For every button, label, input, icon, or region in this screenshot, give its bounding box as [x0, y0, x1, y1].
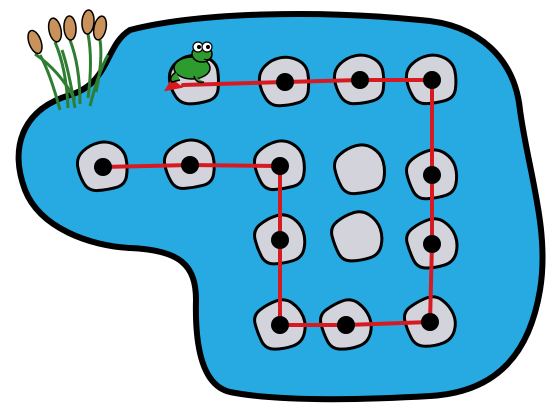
stone-dots — [94, 71, 441, 334]
stone-dot — [271, 316, 289, 334]
cattail-stem — [53, 41, 70, 109]
path-segment — [283, 78, 362, 84]
path-segment — [101, 163, 192, 169]
cattail-stem — [68, 39, 82, 105]
cattail-head — [81, 9, 95, 35]
cattail-leaf — [38, 54, 62, 111]
path-segment — [428, 242, 434, 324]
cattail-stem — [86, 33, 92, 99]
stone-dot — [276, 73, 294, 91]
path-segment — [181, 80, 287, 87]
stone-dot — [181, 156, 199, 174]
stone-dot — [351, 71, 369, 89]
stone-dot — [271, 231, 289, 249]
cattail-head — [63, 15, 77, 41]
stone-dot — [337, 316, 355, 334]
frog-icon — [169, 41, 213, 84]
path-arrowhead — [163, 78, 184, 92]
stone-2-4 — [332, 143, 387, 196]
stone-dot — [423, 235, 441, 253]
path-segment — [188, 163, 282, 168]
cattail-leaf — [60, 49, 77, 109]
stone-dot — [271, 157, 289, 175]
frog-path — [101, 78, 434, 327]
cattail-stem — [94, 39, 103, 93]
cattail-head — [47, 17, 63, 43]
stone-dot — [94, 158, 112, 176]
cattail-leaf — [88, 54, 110, 107]
cattail-head — [92, 15, 108, 41]
cattails — [27, 9, 110, 111]
stone-dot — [423, 166, 441, 184]
stone-dot — [423, 71, 441, 89]
stone-3-4 — [330, 210, 384, 263]
cattail-head — [27, 29, 43, 55]
path-segment — [344, 320, 432, 327]
stone-dot — [421, 313, 439, 331]
